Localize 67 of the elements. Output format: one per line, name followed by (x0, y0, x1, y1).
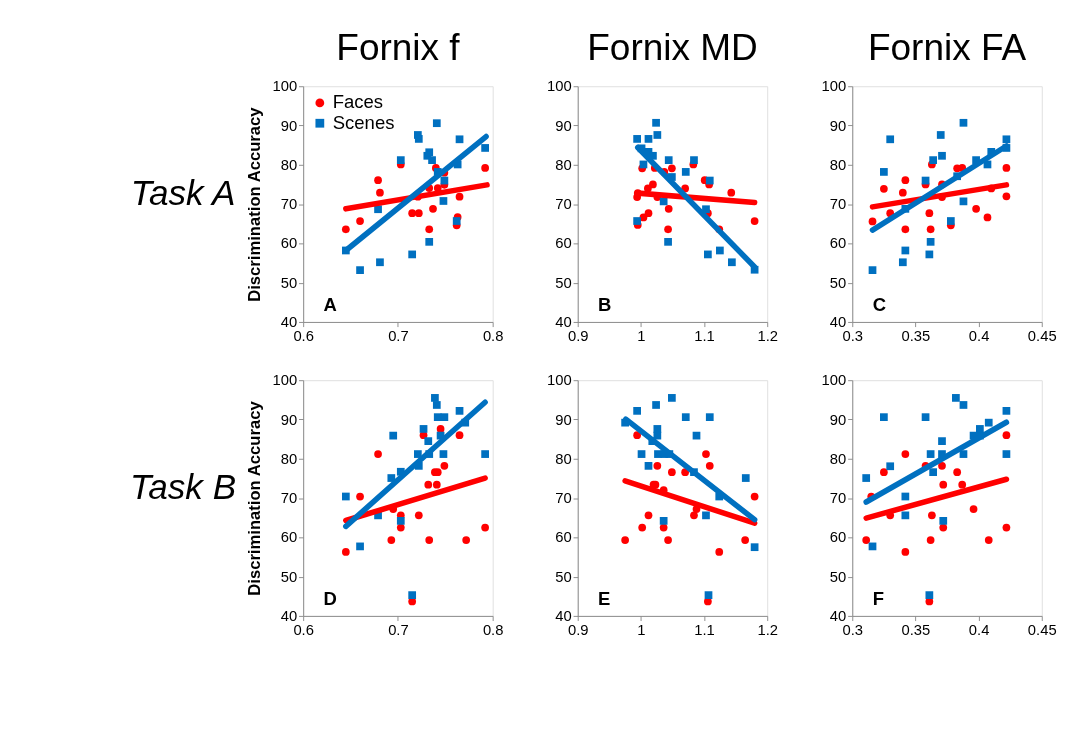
y-tick-label: 80 (555, 156, 572, 173)
chart-title: Fornix FA (867, 27, 1027, 69)
y-tick-label: 70 (280, 490, 298, 507)
y-tick-label: 90 (829, 411, 847, 428)
y-tick-label: 90 (280, 411, 298, 428)
x-tick-label: 1.2 (757, 621, 778, 638)
y-tick-label: 50 (280, 568, 298, 585)
x-tick-label: 1.1 (694, 621, 715, 638)
annotation: C (872, 293, 886, 315)
y-tick-label: 90 (555, 411, 572, 428)
y-tick-label: 100 (821, 78, 847, 95)
x-tick-label: 1 (637, 327, 646, 344)
x-tick-label: 1 (637, 621, 646, 638)
x-tick-label: 0.4 (968, 621, 990, 638)
y-tick-label: 50 (555, 274, 572, 291)
annotation: F (872, 587, 884, 609)
chart-title: Fornix MD (587, 27, 758, 69)
annotation: E (598, 587, 611, 609)
y-tick-label: 70 (829, 490, 847, 507)
annotation: A (323, 293, 337, 315)
x-tick-label: 0.45 (1027, 621, 1057, 638)
y-tick-label: 100 (272, 372, 298, 389)
chart-title: Fornix f (336, 27, 461, 69)
y-tick-label: 60 (280, 235, 298, 252)
y-tick-label: 70 (280, 196, 298, 213)
x-tick-label: 1.1 (694, 327, 715, 344)
y-tick-label: 100 (821, 372, 847, 389)
x-tick-label: 0.35 (901, 327, 931, 344)
y-tick-label: 80 (829, 156, 847, 173)
y-tick-label: 100 (547, 78, 572, 95)
text: Task B (130, 467, 237, 507)
x-tick-label: 0.4 (968, 327, 990, 344)
y-tick-label: 70 (829, 196, 847, 213)
y-tick-label: 100 (272, 78, 298, 95)
y-tick-label: 90 (829, 117, 847, 134)
y-tick-label: 50 (829, 568, 847, 585)
y-tick-label: 60 (555, 235, 572, 252)
x-tick-label: 0.7 (388, 327, 409, 344)
x-tick-label: 0.8 (482, 621, 504, 638)
y-tick-label: 80 (829, 450, 847, 467)
legend-label: Faces (332, 91, 384, 113)
y-tick-label: 80 (280, 450, 298, 467)
y-tick-label: 60 (829, 529, 847, 546)
y-tick-label: 70 (555, 490, 572, 507)
annotation: B (598, 293, 612, 315)
x-tick-label: 0.45 (1027, 327, 1057, 344)
y-tick-label: 80 (280, 156, 298, 173)
y-tick-label: 50 (829, 274, 847, 291)
y-axis-title: Discrimination Accuracy (244, 106, 264, 302)
y-axis-title: Discrimination Accuracy (244, 400, 264, 596)
y-tick-label: 70 (555, 196, 572, 213)
y-tick-label: 100 (547, 372, 572, 389)
y-tick-label: 60 (280, 529, 298, 546)
text: Task A (130, 173, 236, 213)
y-tick-label: 60 (829, 235, 847, 252)
x-tick-label: 0.8 (482, 327, 504, 344)
x-tick-label: 0.7 (388, 621, 409, 638)
annotation: D (323, 587, 337, 609)
y-tick-label: 90 (555, 117, 572, 134)
y-tick-label: 60 (555, 529, 572, 546)
x-tick-label: 1.2 (757, 327, 778, 344)
y-tick-label: 90 (280, 117, 298, 134)
y-tick-label: 50 (555, 568, 572, 585)
y-tick-label: 50 (280, 274, 298, 291)
legend-label: Scenes (332, 111, 395, 133)
x-tick-label: 0.35 (901, 621, 931, 638)
y-tick-label: 80 (555, 450, 572, 467)
